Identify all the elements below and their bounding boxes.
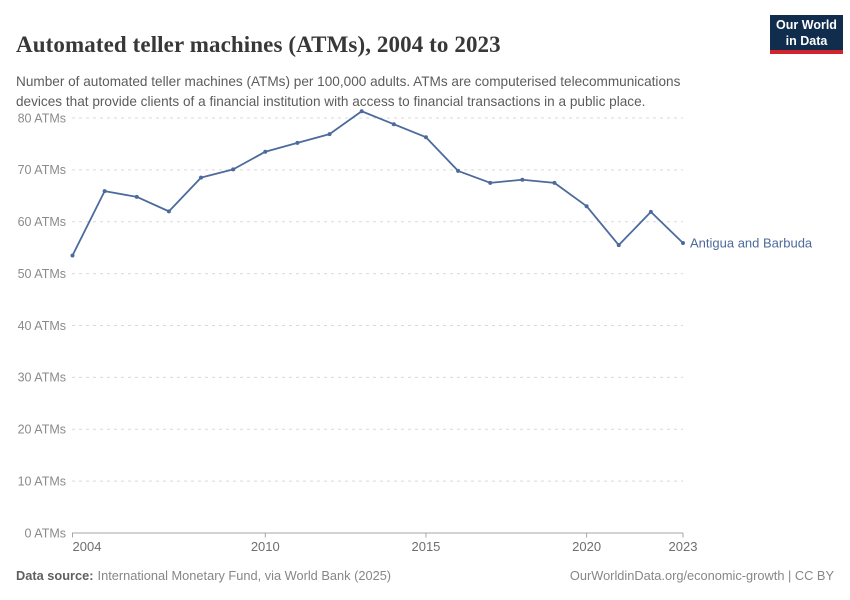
data-point[interactable] bbox=[520, 177, 525, 182]
data-point[interactable] bbox=[391, 122, 396, 127]
y-axis-tick-label: 20 ATMs bbox=[18, 423, 66, 437]
data-point[interactable] bbox=[263, 149, 268, 154]
y-axis-tick-label: 40 ATMs bbox=[18, 319, 66, 333]
series-label[interactable]: Antigua and Barbuda bbox=[690, 235, 813, 250]
data-point[interactable] bbox=[488, 180, 493, 185]
owid-logo-line1: Our World bbox=[776, 18, 837, 32]
x-axis-tick-label: 2015 bbox=[411, 539, 440, 554]
x-axis-tick-label: 2010 bbox=[251, 539, 280, 554]
y-axis-tick-label: 70 ATMs bbox=[18, 163, 66, 177]
data-point[interactable] bbox=[231, 167, 236, 172]
y-axis-tick-label: 60 ATMs bbox=[18, 215, 66, 229]
data-point[interactable] bbox=[456, 168, 461, 173]
data-point[interactable] bbox=[552, 180, 557, 185]
data-point[interactable] bbox=[166, 209, 171, 214]
data-point[interactable] bbox=[327, 132, 332, 137]
chart-title: Automated teller machines (ATMs), 2004 t… bbox=[16, 32, 501, 58]
data-point[interactable] bbox=[102, 189, 107, 194]
x-axis-tick-label: 2004 bbox=[73, 539, 102, 554]
data-point[interactable] bbox=[359, 109, 364, 114]
data-point[interactable] bbox=[423, 135, 428, 140]
y-axis-tick-label: 50 ATMs bbox=[18, 267, 66, 281]
x-axis-tick-label: 2023 bbox=[669, 539, 698, 554]
data-point[interactable] bbox=[584, 204, 589, 209]
datasource-text: International Monetary Fund, via World B… bbox=[97, 568, 392, 583]
y-axis-tick-label: 80 ATMs bbox=[18, 111, 66, 125]
owid-logo[interactable]: Our World in Data bbox=[770, 15, 843, 54]
chart-footer: Data source: International Monetary Fund,… bbox=[16, 568, 834, 588]
data-point[interactable] bbox=[648, 209, 653, 214]
owid-logo-line2: in Data bbox=[785, 33, 828, 48]
data-point[interactable] bbox=[295, 140, 300, 145]
y-axis-tick-label: 30 ATMs bbox=[18, 371, 66, 385]
data-point[interactable] bbox=[199, 175, 204, 180]
y-axis-tick-label: 10 ATMs bbox=[18, 474, 66, 488]
data-point[interactable] bbox=[134, 194, 139, 199]
credit-link[interactable]: OurWorldinData.org/economic-growth | CC … bbox=[569, 568, 834, 583]
line-series[interactable] bbox=[71, 110, 684, 257]
chart-subtitle: Number of automated teller machines (ATM… bbox=[16, 73, 681, 109]
x-axis-tick-label: 2020 bbox=[572, 539, 601, 554]
data-point[interactable] bbox=[616, 243, 621, 248]
datasource-label: Data source: bbox=[16, 568, 94, 583]
y-axis-tick-label: 0 ATMs bbox=[25, 526, 66, 540]
data-point[interactable] bbox=[681, 241, 685, 246]
data-point[interactable] bbox=[70, 253, 75, 258]
